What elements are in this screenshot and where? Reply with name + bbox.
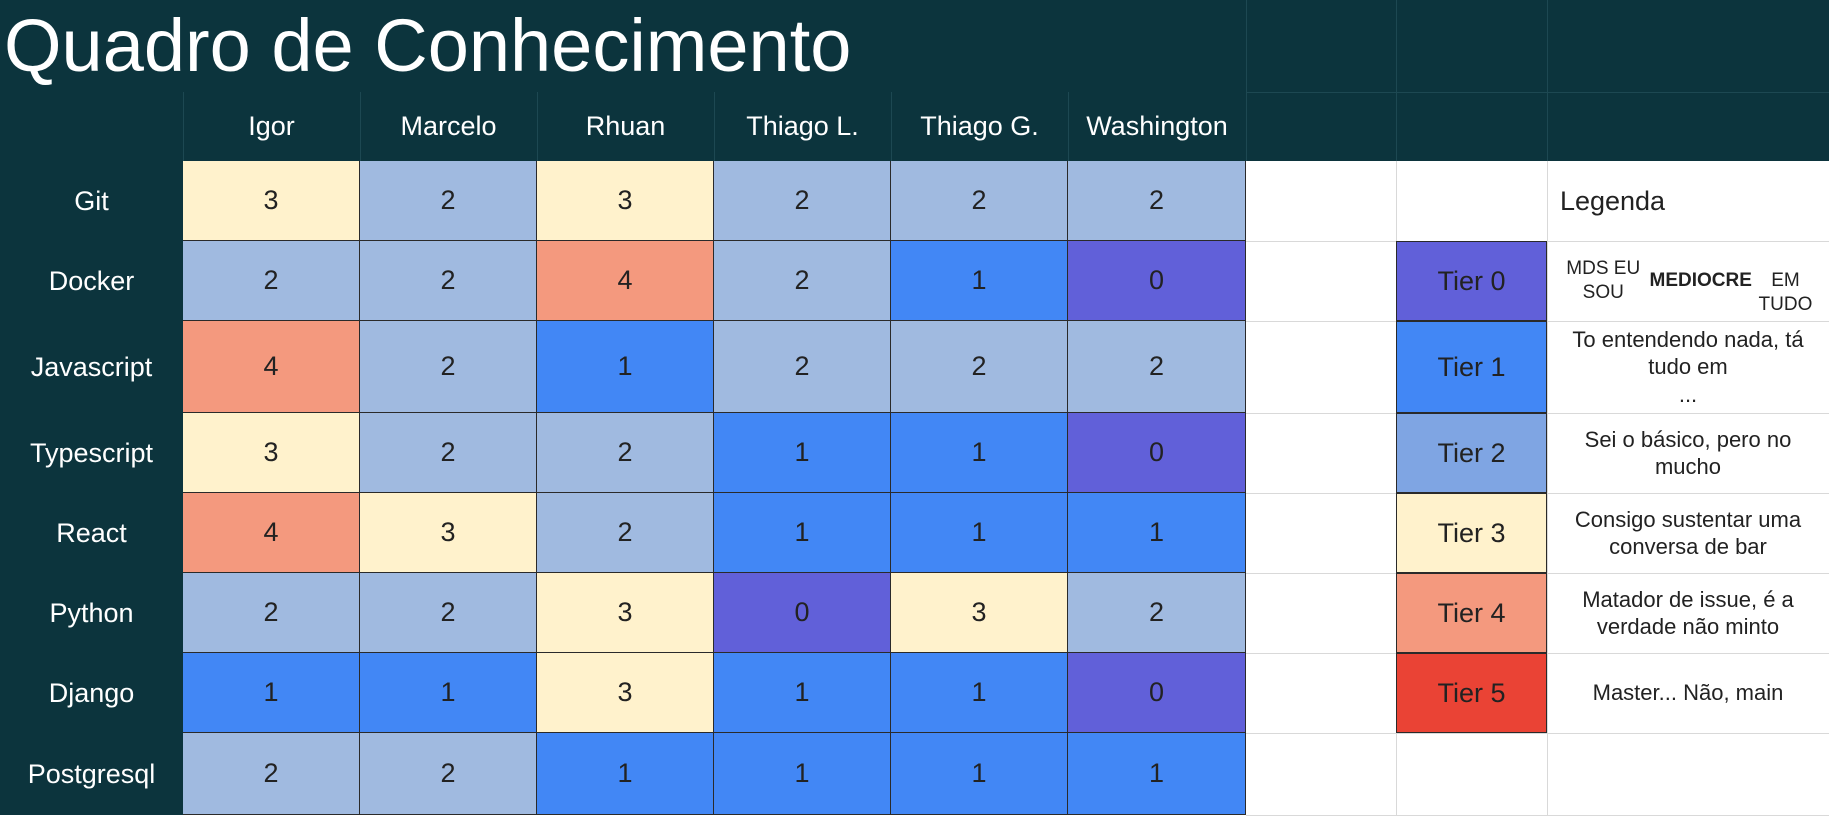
header-gridline xyxy=(1246,92,1829,93)
score-cell[interactable]: 2 xyxy=(360,573,537,653)
sheet-gridline xyxy=(1246,733,1829,734)
skill-label[interactable]: Django xyxy=(48,677,135,708)
skill-label[interactable]: Git xyxy=(74,185,109,216)
score-cell[interactable]: 1 xyxy=(714,733,891,815)
score-cell[interactable]: 2 xyxy=(1068,573,1246,653)
score-cell[interactable]: 4 xyxy=(537,241,714,321)
legend-title: Legenda xyxy=(1559,185,1666,216)
score-cell[interactable]: 2 xyxy=(537,413,714,493)
score-cell[interactable]: 0 xyxy=(1068,413,1246,493)
score-cell[interactable]: 1 xyxy=(183,653,360,733)
score-cell[interactable]: 1 xyxy=(714,493,891,573)
tier-swatch[interactable]: Tier 1 xyxy=(1396,321,1547,413)
person-header[interactable]: Rhuan xyxy=(585,111,666,141)
header-gridline xyxy=(1547,0,1548,161)
score-cell[interactable]: 1 xyxy=(537,321,714,413)
score-cell[interactable]: 1 xyxy=(891,241,1068,321)
row-label-column xyxy=(0,161,183,815)
score-cell[interactable]: 2 xyxy=(714,161,891,241)
tier-swatch[interactable]: Tier 4 xyxy=(1396,573,1547,653)
score-cell[interactable]: 2 xyxy=(360,733,537,815)
score-cell[interactable]: 1 xyxy=(1068,493,1246,573)
header-row xyxy=(0,92,1829,161)
header-gridline xyxy=(714,92,715,161)
score-cell[interactable]: 0 xyxy=(1068,241,1246,321)
score-cell[interactable]: 1 xyxy=(891,733,1068,815)
score-cell[interactable]: 4 xyxy=(183,493,360,573)
score-cell[interactable]: 2 xyxy=(891,161,1068,241)
tier-swatch[interactable]: Tier 2 xyxy=(1396,413,1547,493)
score-cell[interactable]: 0 xyxy=(1068,653,1246,733)
score-cell[interactable]: 1 xyxy=(891,493,1068,573)
score-cell[interactable]: 3 xyxy=(183,413,360,493)
score-cell[interactable]: 2 xyxy=(1068,321,1246,413)
skill-label[interactable]: Docker xyxy=(48,265,135,296)
score-cell[interactable]: 2 xyxy=(360,161,537,241)
tier-description: Master... Não, main xyxy=(1592,680,1784,706)
score-cell[interactable]: 2 xyxy=(183,573,360,653)
header-gridline xyxy=(1396,0,1397,161)
tier-description: Consigo sustentar uma conversa de bar xyxy=(1574,506,1802,560)
person-header[interactable]: Thiago G. xyxy=(920,111,1039,141)
score-cell[interactable]: 2 xyxy=(360,241,537,321)
tier-swatch[interactable]: Tier 5 xyxy=(1396,653,1547,733)
score-cell[interactable]: 2 xyxy=(714,241,891,321)
person-header[interactable]: Marcelo xyxy=(400,111,497,141)
person-header[interactable]: Washington xyxy=(1086,111,1228,141)
score-cell[interactable]: 2 xyxy=(183,241,360,321)
page-title: Quadro de Conhecimento xyxy=(0,0,1829,92)
tier-description: Matador de issue, é a verdade não minto xyxy=(1582,586,1794,640)
score-cell[interactable]: 3 xyxy=(360,493,537,573)
score-cell[interactable]: 3 xyxy=(537,653,714,733)
person-header[interactable]: Igor xyxy=(248,111,295,141)
score-cell[interactable]: 3 xyxy=(891,573,1068,653)
score-cell[interactable]: 0 xyxy=(714,573,891,653)
header-gridline xyxy=(1246,0,1247,161)
score-cell[interactable]: 3 xyxy=(537,573,714,653)
sheet-gridline xyxy=(1547,161,1548,815)
score-cell[interactable]: 1 xyxy=(1068,733,1246,815)
header-gridline xyxy=(537,92,538,161)
score-cell[interactable]: 2 xyxy=(1068,161,1246,241)
tier-swatch[interactable]: Tier 3 xyxy=(1396,493,1547,573)
score-cell[interactable]: 2 xyxy=(714,321,891,413)
score-cell[interactable]: 1 xyxy=(537,733,714,815)
score-cell[interactable]: 2 xyxy=(183,733,360,815)
score-cell[interactable]: 4 xyxy=(183,321,360,413)
person-header[interactable]: Thiago L. xyxy=(746,111,859,141)
tier-description: To entendendo nada, tá tudo em... xyxy=(1572,326,1804,407)
score-cell[interactable]: 3 xyxy=(537,161,714,241)
score-cell[interactable]: 1 xyxy=(891,653,1068,733)
tier-description: Sei o básico, pero no mucho xyxy=(1584,426,1792,480)
skill-label[interactable]: Postgresql xyxy=(27,758,156,789)
score-cell[interactable]: 2 xyxy=(360,413,537,493)
tier-swatch[interactable]: Tier 0 xyxy=(1396,241,1547,321)
score-cell[interactable]: 2 xyxy=(360,321,537,413)
score-cell[interactable]: 1 xyxy=(360,653,537,733)
score-cell[interactable]: 2 xyxy=(891,321,1068,413)
header-gridline xyxy=(1068,92,1069,161)
skill-label[interactable]: React xyxy=(56,517,127,548)
skill-label[interactable]: Typescript xyxy=(29,437,154,468)
tier-description: MDS EU SOU MEDIOCRE EM TUDO xyxy=(1566,258,1813,315)
score-cell[interactable]: 3 xyxy=(183,161,360,241)
score-cell[interactable]: 1 xyxy=(714,653,891,733)
score-cell[interactable]: 2 xyxy=(537,493,714,573)
header-gridline xyxy=(183,92,184,161)
skill-label[interactable]: Python xyxy=(49,597,134,628)
header-gridline xyxy=(360,92,361,161)
header-gridline xyxy=(891,92,892,161)
score-cell[interactable]: 1 xyxy=(891,413,1068,493)
skill-label[interactable]: Javascript xyxy=(30,351,153,382)
score-cell[interactable]: 1 xyxy=(714,413,891,493)
